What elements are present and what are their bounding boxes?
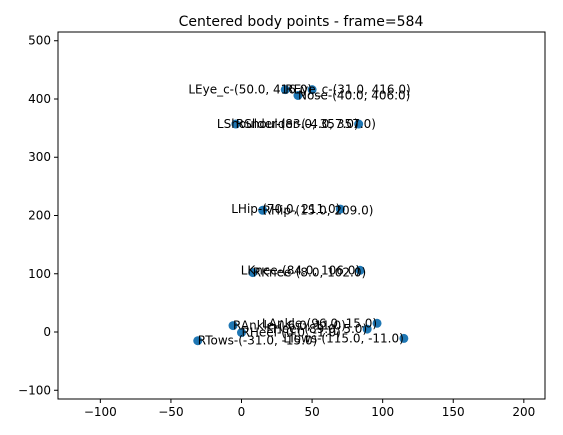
point-annotation: LShoulder-(83.0, 357.0): [217, 117, 359, 131]
y-tick-label: 100: [28, 267, 51, 281]
point-rknee: [248, 268, 258, 278]
point-annotation: REye_c-(31.0, 416.0): [285, 83, 410, 97]
point-ltows: [399, 333, 409, 343]
point-annotation: RKnee-(8.0, 102.0): [253, 266, 366, 280]
point-annotation: Nose-(40.0, 406.0): [298, 88, 410, 102]
point-annotation: RShoulder-(-4.0, 357.0): [236, 117, 376, 131]
point-annotation: LHip-(70.0, 211.0): [231, 202, 340, 216]
point-rshoulder: [231, 119, 241, 129]
point-rhip: [258, 205, 268, 215]
point-annotation: RAnkle-(-6.0, 11.0): [233, 319, 346, 333]
point-reye-c: [280, 85, 290, 95]
point-annotation: LHeel-(89.0, 5.0): [266, 322, 367, 336]
x-tick-label: 100: [371, 405, 394, 419]
point-rheel: [237, 328, 247, 338]
x-tick-label: 0: [238, 405, 246, 419]
point-annotation: LKnee-(84.0, 106.0): [241, 263, 360, 277]
point-annotation: LTows-(115.0, -11.0): [283, 331, 403, 345]
point-leye-c: [307, 85, 317, 95]
y-tick-label: 0: [43, 325, 51, 339]
x-tick-label: 200: [512, 405, 535, 419]
y-tick-label: 200: [28, 209, 51, 223]
point-annotation: LEye_c-(50.0, 416.0): [188, 83, 312, 97]
point-rankle: [228, 321, 238, 331]
point-lknee: [355, 265, 365, 275]
point-lheel: [362, 324, 372, 334]
point-annotation: RHip-(15.0, 209.0): [263, 203, 374, 217]
x-tick-label: 50: [304, 405, 319, 419]
chart-title: Centered body points - frame=584: [179, 14, 424, 30]
point-rtows: [193, 336, 203, 346]
x-tick-label: −100: [84, 405, 117, 419]
point-lshoulder: [354, 119, 364, 129]
x-tick-label: −50: [158, 405, 183, 419]
y-tick-label: 500: [28, 34, 51, 48]
x-tick-label: 150: [442, 405, 465, 419]
point-annotation: RHeel-(0.0, -1.0): [242, 326, 341, 340]
point-nose: [293, 90, 303, 100]
point-lankle: [372, 318, 382, 328]
point-annotation: LAnkle-(96.0, 15.0): [262, 316, 377, 330]
point-lhip: [335, 204, 345, 214]
point-annotation: RTows-(-31.0, -15.0): [198, 334, 318, 348]
y-tick-label: −100: [18, 383, 51, 397]
y-tick-label: 300: [28, 150, 51, 164]
y-tick-label: 400: [28, 92, 51, 106]
